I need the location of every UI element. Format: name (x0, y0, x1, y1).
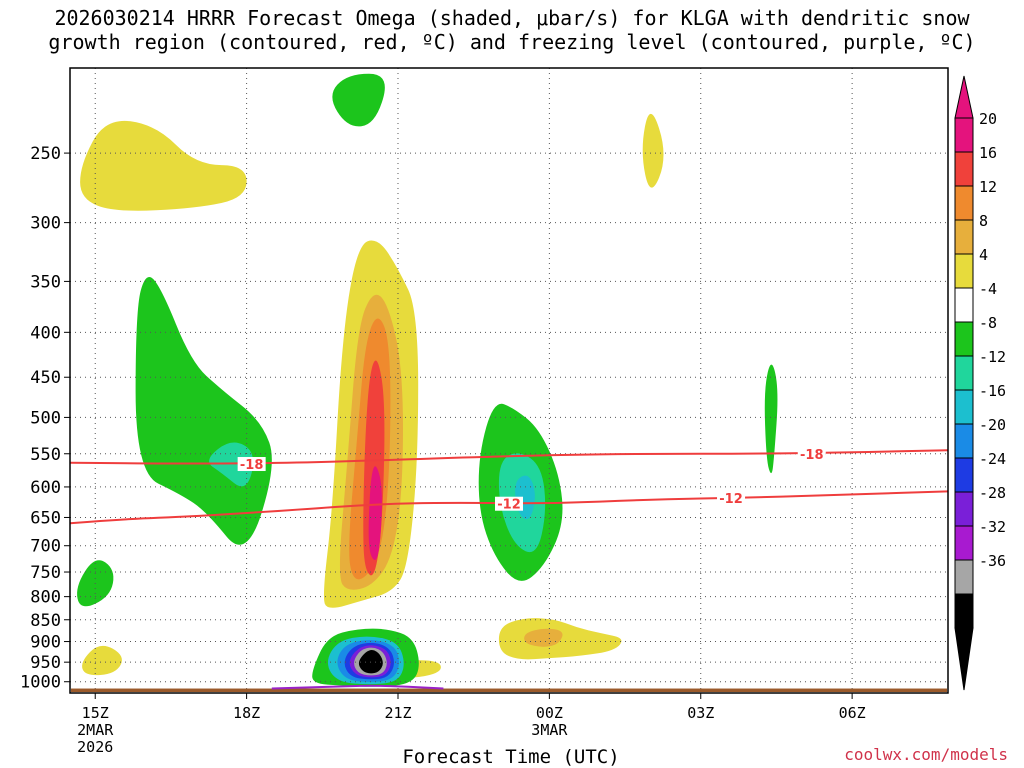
x-tick-label-21Z-0: 21Z (384, 704, 411, 722)
colorbar-swatch-13 (954, 559, 974, 595)
colorbar-swatch-5 (954, 287, 974, 323)
omega-region-2 (642, 113, 664, 188)
x-tick-label-00Z-1: 3MAR (531, 721, 568, 739)
colorbar-swatch-6 (954, 321, 974, 357)
colorbar-label-3: 8 (979, 212, 988, 230)
omega-region-15 (764, 364, 778, 474)
dgz-label-bg (717, 491, 746, 506)
y-tick-label-600: 600 (30, 478, 61, 498)
x-tick-label-15Z-0: 15Z (82, 704, 109, 722)
y-tick-label-1000: 1000 (20, 673, 61, 693)
dgz-label-bg (797, 446, 826, 461)
colorbar-swatch-9 (954, 423, 974, 459)
omega-region-1 (332, 73, 385, 127)
colorbar-label-11: -28 (979, 484, 1006, 502)
colorbar-label-7: -12 (979, 348, 1006, 366)
y-tick-label-400: 400 (30, 323, 61, 343)
colorbar-swatch-2 (954, 185, 974, 221)
colorbar-bottom-arrow (954, 627, 974, 691)
dgz-label--12-0: -12 (497, 498, 521, 513)
y-tick-label-650: 650 (30, 508, 61, 528)
colorbar-swatch-8 (954, 389, 974, 425)
x-tick-label-03Z-0: 03Z (687, 704, 714, 722)
chart-title: 2026030214 HRRR Forecast Omega (shaded, … (0, 6, 1024, 54)
y-tick-label-950: 950 (30, 653, 61, 673)
colorbar-top-arrow (954, 75, 974, 119)
ground-strip (71, 688, 947, 692)
y-tick-label-350: 350 (30, 272, 61, 292)
y-tick-label-250: 250 (30, 144, 61, 164)
contour-layer: -18 -18 -12 -12 (69, 446, 949, 692)
colorbar-label-5: -4 (979, 280, 997, 298)
colorbar-swatch-11 (954, 491, 974, 527)
y-tick-label-500: 500 (30, 408, 61, 428)
plot-frame (69, 67, 949, 694)
colorbar-label-2: 12 (979, 178, 997, 196)
colorbar-label-12: -32 (979, 518, 1006, 536)
colorbar-swatch-1 (954, 151, 974, 187)
y-tick-label-800: 800 (30, 588, 61, 608)
y-tick-label-900: 900 (30, 633, 61, 653)
dgz-label--18-1: -18 (800, 448, 824, 463)
y-tick-label-750: 750 (30, 563, 61, 583)
colorbar-swatch-7 (954, 355, 974, 391)
omega-region-3 (135, 276, 272, 545)
omega-region-6 (82, 645, 122, 676)
x-axis-label: Forecast Time (UTC) (402, 746, 619, 768)
y-tick-label-850: 850 (30, 611, 61, 631)
x-tick-label-18Z-0: 18Z (233, 704, 260, 722)
omega-region-11 (368, 466, 382, 561)
freezing-level-contour (271, 684, 444, 690)
colorbar-swatch-12 (954, 525, 974, 561)
chart-title-line2: growth region (contoured, red, ºC) and f… (48, 30, 976, 54)
axes-layer: 2503003504004505005506006507007508008509… (20, 67, 949, 768)
y-tick-label-450: 450 (30, 368, 61, 388)
omega-region-17 (524, 628, 563, 647)
colorbar-swatch-0 (954, 117, 974, 153)
colorbar-label-4: 4 (979, 246, 988, 264)
dgz-label-bg (495, 496, 523, 511)
colorbar: 20 16 12 8 4 -4 -8 -12 -16 -20 -24 -28 -32 -36 (954, 75, 1006, 691)
omega-region-0 (80, 120, 247, 211)
site-credit[interactable]: coolwx.com/models (844, 745, 1008, 764)
x-tick-label-15Z-1: 2MAR (77, 721, 114, 739)
dgz-label-bg (237, 457, 266, 472)
dgz-label--18-0: -18 (240, 458, 264, 473)
x-tick-label-06Z-0: 06Z (839, 704, 866, 722)
y-tick-label-700: 700 (30, 537, 61, 557)
colorbar-swatch-14 (954, 593, 974, 629)
x-tick-label-15Z-2: 2026 (77, 738, 113, 756)
y-tick-label-300: 300 (30, 214, 61, 234)
colorbar-label-13: -36 (979, 552, 1006, 570)
colorbar-label-9: -20 (979, 416, 1006, 434)
colorbar-swatch-3 (954, 219, 974, 255)
colorbar-swatch-4 (954, 253, 974, 289)
colorbar-label-10: -24 (979, 450, 1006, 468)
grid-layer (70, 68, 948, 693)
colorbar-swatch-10 (954, 457, 974, 493)
dgz-contour--12 (69, 490, 949, 525)
colorbar-label-1: 16 (979, 144, 997, 162)
colorbar-label-8: -16 (979, 382, 1006, 400)
dgz-label--12-1: -12 (719, 492, 743, 507)
y-tick-label-550: 550 (30, 445, 61, 465)
x-tick-label-00Z-0: 00Z (536, 704, 563, 722)
colorbar-label-0: 20 (979, 110, 997, 128)
colorbar-label-6: -8 (979, 314, 997, 332)
omega-shading-layer (77, 73, 778, 687)
chart-title-line1: 2026030214 HRRR Forecast Omega (shaded, … (54, 6, 970, 30)
